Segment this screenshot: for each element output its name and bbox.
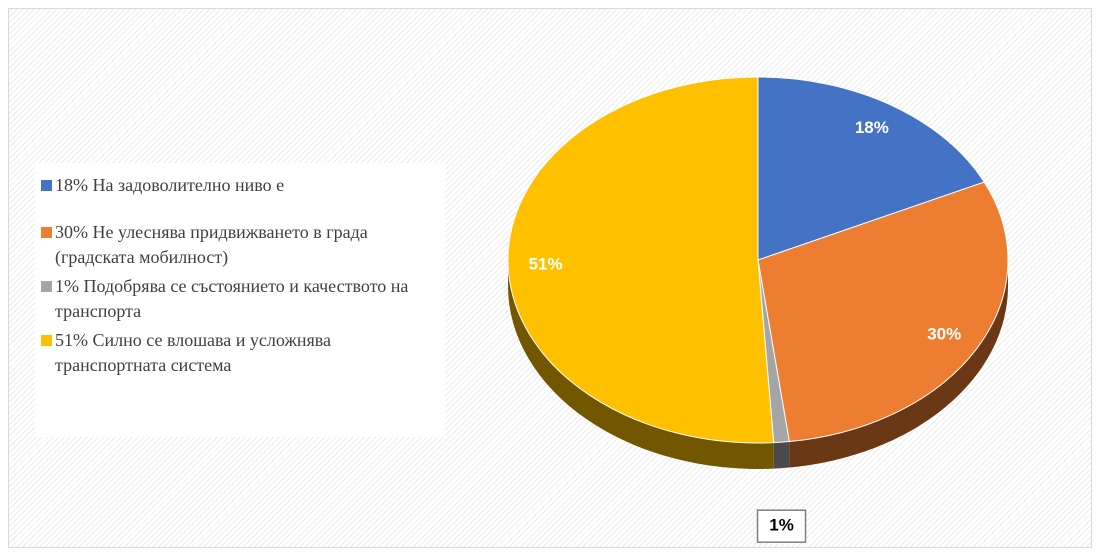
legend-item: 1% Подобрява се състоянието и качеството… xyxy=(41,274,446,324)
legend-swatch xyxy=(41,335,52,346)
slice xyxy=(757,76,985,261)
slice-side xyxy=(773,441,790,469)
legend-swatch xyxy=(41,227,52,238)
legend-item: 51% Силно се влошава и усложнява транспо… xyxy=(41,328,446,378)
legend-label: 51% Силно се влошава и усложнява транспо… xyxy=(55,330,332,375)
data-label: 1% xyxy=(769,516,794,535)
data-label: 18% xyxy=(855,118,889,137)
legend-item: 18% На задоволително ниво е xyxy=(41,173,446,198)
label-box xyxy=(756,509,807,543)
legend-label: 18% На задоволително ниво е xyxy=(55,175,285,195)
data-label: 30% xyxy=(927,324,961,343)
slice-side xyxy=(508,260,774,469)
data-label: 51% xyxy=(529,254,563,273)
slice xyxy=(507,76,775,444)
legend-label: 30% Не улеснява придвижването в града (г… xyxy=(55,222,368,267)
legend-item: 30% Не улеснява придвижването в града (г… xyxy=(41,220,446,270)
legend-swatch xyxy=(41,180,52,191)
legend-label: 1% Подобрява се състоянието и качеството… xyxy=(55,276,409,321)
slice xyxy=(757,181,1009,443)
legend-swatch xyxy=(41,281,52,292)
legend: 18% На задоволително ниво е 30% Не улесня… xyxy=(35,163,445,437)
